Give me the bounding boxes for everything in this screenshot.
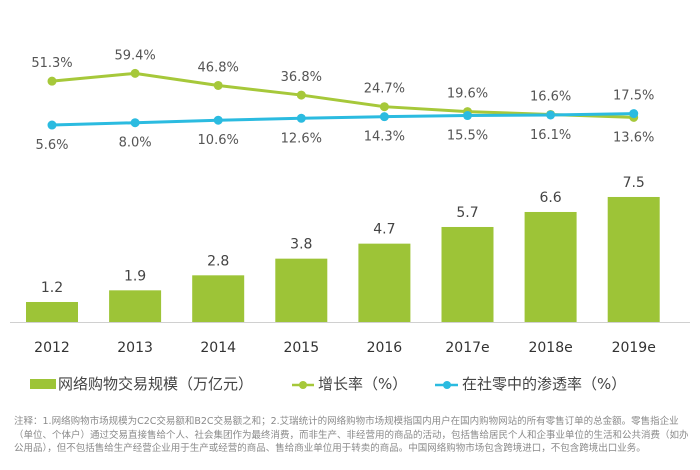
growth-label-2014: 46.8%	[198, 60, 239, 75]
bar-label-2018e: 6.6	[539, 190, 561, 206]
bar-2018e	[524, 211, 577, 322]
penetration-point-2019e	[629, 109, 639, 119]
bar-label-2019e: 7.5	[623, 175, 645, 191]
bar-2016	[358, 243, 411, 322]
penetration-line	[51, 112, 634, 127]
growth-label-2015: 36.8%	[281, 70, 322, 85]
x-tick-2013: 2013	[117, 340, 153, 356]
growth-label-2013: 59.4%	[114, 48, 155, 63]
penetration-label-2015: 12.6%	[281, 131, 322, 146]
bar-label-2014: 2.8	[207, 253, 229, 269]
growth-point-2012	[47, 76, 57, 86]
legend-growth-label: 增长率（%）	[318, 375, 407, 393]
x-tick-2016: 2016	[367, 340, 403, 356]
bar-2017e	[441, 226, 494, 322]
chart: 1.2 2012 1.9 2013 2.8 2014 3.8 2015 4.7 2016 5.7 20…	[10, 48, 690, 393]
bar-label-2016: 4.7	[373, 222, 395, 238]
bar-2014	[192, 275, 245, 322]
legend-bar-swatch	[30, 379, 56, 389]
legend-penetration-label: 在社零中的渗透率（%）	[462, 375, 626, 393]
penetration-point-2014	[213, 115, 223, 125]
penetration-label-2014: 10.6%	[198, 133, 239, 148]
x-tick-2019e: 2019e	[612, 340, 656, 356]
growth-label-2019e: 13.6%	[613, 130, 654, 145]
legend-penetration-marker	[443, 381, 451, 389]
growth-label-2016: 24.7%	[364, 82, 405, 97]
bar-label-2017e: 5.7	[456, 205, 478, 221]
x-tick-2015: 2015	[283, 340, 319, 356]
bar-label-2012: 1.2	[41, 280, 63, 296]
penetration-point-2012	[47, 120, 57, 130]
penetration-label-2016: 14.3%	[364, 130, 405, 145]
growth-point-2014	[213, 80, 223, 90]
penetration-point-2013	[130, 118, 140, 128]
bar-label-2013: 1.9	[124, 268, 146, 284]
penetration-label-2013: 8.0%	[119, 136, 152, 151]
legend-bar-label: 网络购物交易规模（万亿元）	[58, 375, 253, 393]
growth-label-2018e: 16.6%	[530, 89, 571, 104]
legend-growth-marker	[299, 381, 307, 389]
bar-2012	[26, 301, 78, 322]
penetration-label-2019e: 17.5%	[613, 89, 654, 104]
footnote: 注释：1.网络购物市场规模为C2C交易额和B2C交易额之和；2.艾瑞统计的网络购…	[14, 416, 689, 454]
growth-point-2015	[296, 90, 306, 100]
x-tick-2018e: 2018e	[528, 340, 572, 356]
x-tick-2017e: 2017e	[445, 340, 489, 356]
growth-label-2017e: 19.6%	[447, 87, 488, 102]
growth-point-2016	[379, 102, 389, 112]
growth-label-2012: 51.3%	[31, 56, 72, 71]
penetration-point-2016	[379, 112, 389, 122]
bar-2019e	[607, 196, 660, 322]
growth-point-2013	[130, 68, 140, 78]
penetration-point-2018e	[546, 110, 556, 120]
bar-2015	[275, 258, 328, 322]
bar-2013	[109, 290, 162, 322]
penetration-point-2017e	[463, 111, 472, 121]
x-tick-2014: 2014	[200, 340, 236, 356]
penetration-label-2017e: 15.5%	[447, 129, 488, 144]
penetration-label-2012: 5.6%	[35, 138, 68, 153]
bar-label-2015: 3.8	[290, 237, 312, 253]
penetration-point-2015	[296, 113, 306, 123]
x-tick-2012: 2012	[34, 340, 70, 356]
penetration-label-2018e: 16.1%	[530, 128, 571, 143]
